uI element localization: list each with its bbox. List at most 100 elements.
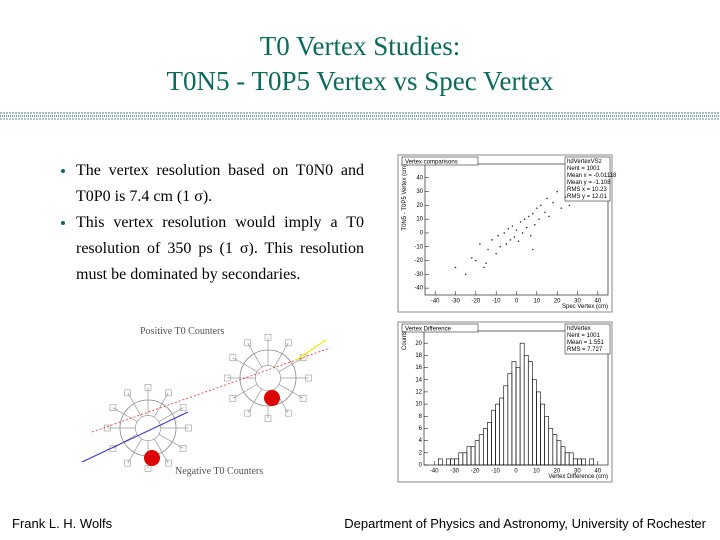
counter-spoke (153, 438, 169, 464)
footer-right: Department of Physics and Astronomy, Uni… (344, 516, 706, 531)
counter-paddle (284, 339, 292, 347)
point (511, 225, 514, 227)
track (81, 411, 189, 463)
footer-left: Frank L. H. Wolfs (12, 516, 113, 531)
stats-line: Mean = 1.551 (567, 340, 605, 346)
counter-spoke (112, 407, 138, 423)
counter-paddle (124, 459, 131, 467)
point (475, 259, 477, 262)
point (546, 197, 548, 200)
counter-paddle (244, 339, 251, 347)
point (521, 232, 524, 234)
plot-title: Vertex comparisons (405, 160, 458, 166)
point (454, 266, 457, 269)
counter-paddle (305, 374, 312, 382)
counter-paddle (144, 465, 152, 472)
x-tick-label: -30 (451, 299, 460, 305)
counter-paddle (299, 394, 307, 402)
counter-paddle (165, 389, 172, 397)
counter-paddle (264, 334, 272, 341)
bullet-text: The vertex resolution based on T0N0 and … (76, 162, 364, 205)
point (497, 234, 500, 237)
counter-paddle (264, 415, 272, 422)
stats-line: Nent = 1001 (567, 166, 601, 172)
x-tick-label: 30 (574, 299, 581, 305)
stats-line: RMS y = 12.01 (567, 194, 608, 200)
point (538, 218, 540, 220)
point (503, 232, 506, 234)
y-tick-label: 2 (419, 450, 423, 456)
y-tick-label: 16 (415, 365, 422, 371)
y-tick-label: 30 (416, 189, 423, 195)
counter-spoke (127, 392, 143, 418)
point (525, 226, 528, 229)
counter-spoke (278, 383, 304, 399)
hit (144, 450, 160, 466)
counter-spoke (127, 438, 143, 464)
y-tick-label: 0 (420, 231, 424, 237)
counter-spoke (232, 357, 258, 373)
y-tick-label: 18 (415, 353, 422, 359)
y-tick-label: 14 (415, 377, 422, 383)
counter-paddle (224, 374, 231, 382)
point (499, 245, 502, 248)
x-tick-label: -30 (450, 469, 459, 475)
point (505, 243, 508, 245)
plot-title-box (401, 156, 479, 166)
y-tick-label: 20 (415, 341, 422, 347)
point (507, 228, 510, 230)
y-axis-label: T0N5 - T0P5 Vertex (cm) (402, 164, 408, 231)
x-tick-label: 40 (594, 469, 601, 475)
counter-paddle (109, 444, 117, 452)
stats-line: Nent = 1001 (567, 333, 601, 339)
y-axis-label: Counts (402, 331, 408, 350)
point (527, 215, 530, 218)
title-line: T0 Vertex Studies: (260, 31, 460, 61)
point (544, 211, 546, 214)
point (470, 256, 473, 259)
counter-paddle (165, 459, 172, 467)
stats-box (564, 156, 611, 202)
y-tick-label: 0 (419, 463, 423, 469)
bar (581, 458, 586, 466)
stats-box (564, 323, 611, 355)
point (517, 240, 520, 243)
counter-spoke (273, 342, 289, 368)
x-tick-label: 10 (533, 469, 540, 475)
y-tick-label: 12 (415, 389, 422, 395)
point (487, 248, 489, 251)
bullet-list: The vertex resolution based on T0N0 and … (60, 158, 364, 288)
track (295, 339, 327, 361)
point (534, 223, 536, 226)
counter-spoke (153, 392, 169, 418)
point (513, 236, 516, 238)
stats-line: hdVertexVSz (567, 159, 602, 165)
stats-line: RMS x = 10.23 (567, 187, 608, 193)
counter-paddle (284, 409, 292, 417)
x-tick-label: -10 (491, 469, 500, 475)
diagram-label: Negative T0 Counters (175, 466, 263, 477)
stats-line: hdVertex (567, 326, 591, 332)
counter-spoke (247, 388, 263, 414)
counter-ring (135, 415, 161, 441)
counter-paddle (229, 354, 237, 362)
point (536, 207, 538, 209)
x-tick-label: -20 (471, 469, 480, 475)
point (485, 262, 487, 265)
counter-spoke (247, 342, 263, 368)
y-tick-label: -30 (414, 272, 423, 278)
x-tick-label: -20 (471, 299, 480, 305)
y-tick-label: 6 (419, 426, 423, 432)
title-line: T0N5 - T0P5 Vertex vs Spec Vertex (167, 66, 554, 96)
y-tick-label: -20 (414, 258, 423, 264)
counter-paddle (124, 389, 131, 397)
counter-paddle (109, 404, 117, 412)
bullet: The vertex resolution based on T0N0 and … (76, 158, 364, 210)
point (560, 207, 563, 209)
x-tick-label: 20 (554, 469, 561, 475)
y-tick-label: -40 (414, 286, 423, 292)
point (523, 218, 526, 220)
x-tick-label: 10 (533, 299, 540, 305)
